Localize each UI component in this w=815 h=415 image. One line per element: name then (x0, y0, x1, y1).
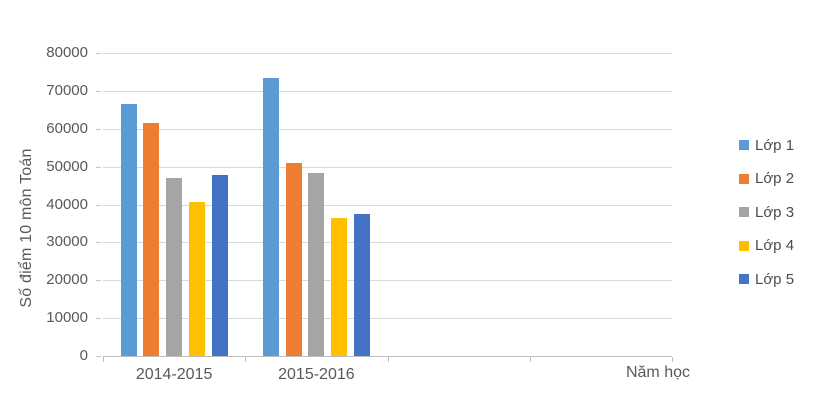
x-axis-title: Năm học (625, 364, 690, 381)
bar-lớp-4-2014-2015 (188, 202, 205, 356)
y-axis-tick (96, 318, 101, 319)
y-axis-tick-label: 40000 (46, 196, 88, 213)
bar-lớp-2-2015-2016 (285, 162, 302, 356)
bar-lớp-5-2015-2016 (353, 214, 370, 356)
gridline (103, 53, 672, 54)
y-axis-tick (96, 242, 101, 243)
y-axis-tick-label: 10000 (46, 309, 88, 326)
legend-item: Lớp 2 (739, 169, 794, 189)
y-axis-tick-label: 70000 (46, 82, 88, 99)
gridline (103, 91, 672, 92)
x-axis-category-label: 2015-2016 (278, 366, 355, 383)
legend-color-swatch-icon (739, 240, 749, 251)
y-axis-tick (96, 280, 101, 281)
legend-item: Lớp 3 (739, 202, 794, 222)
legend-color-swatch-icon (739, 173, 749, 184)
bar-lớp-1-2014-2015 (120, 104, 137, 356)
gridline (103, 129, 672, 130)
gridline (103, 205, 672, 206)
x-axis-tick (388, 357, 389, 362)
y-axis-tick (96, 356, 101, 357)
x-axis-category-label: 2014-2015 (135, 366, 213, 383)
x-axis-tick (245, 357, 246, 362)
bar-lớp-2-2014-2015 (143, 123, 160, 356)
x-axis-tick (672, 357, 673, 362)
y-axis-tick-label: 20000 (46, 271, 88, 288)
legend-color-swatch-icon (739, 274, 749, 284)
y-axis-tick (96, 205, 101, 206)
legend-color-swatch-icon (739, 207, 749, 217)
bar-lớp-1-2015-2016 (263, 78, 279, 356)
y-axis-tick-label: 50000 (46, 158, 88, 175)
x-axis-tick (530, 357, 531, 362)
bar-lớp-4-2015-2016 (331, 217, 348, 356)
gridline (103, 167, 672, 168)
y-axis-tick-label: 60000 (46, 120, 88, 137)
bar-lớp-3-2015-2016 (308, 173, 325, 356)
legend-color-swatch-icon (739, 140, 749, 150)
y-axis-tick (96, 91, 101, 92)
y-axis-tick (96, 129, 101, 130)
legend-item: Lớp 1 (739, 135, 794, 155)
legend-item: Lớp 5 (739, 269, 794, 289)
x-axis-line (103, 356, 672, 357)
bar-lớp-3-2014-2015 (166, 178, 183, 356)
legend-label: Lớp 2 (755, 170, 795, 187)
legend-label: Lớp 4 (755, 237, 795, 254)
gridline (103, 280, 672, 281)
legend-label: Lớp 3 (755, 203, 795, 221)
legend-item: Lớp 4 (739, 236, 794, 256)
gridline (103, 242, 672, 243)
legend: Lớp 1 Lớp 2 Lớp 3 Lớp 4 Lớp 5 (739, 135, 794, 289)
y-axis-tick-label: 0 (79, 347, 88, 364)
bar-lớp-5-2014-2015 (211, 175, 228, 356)
y-axis-tick (96, 53, 101, 54)
y-axis-tick-label: 30000 (46, 233, 88, 250)
x-axis-tick (103, 357, 104, 362)
legend-label: Lớp 1 (755, 136, 795, 154)
y-axis-tick-label: 80000 (46, 44, 88, 61)
y-axis-tick (96, 167, 101, 168)
gridline (103, 318, 672, 319)
legend-label: Lớp 5 (755, 270, 795, 288)
